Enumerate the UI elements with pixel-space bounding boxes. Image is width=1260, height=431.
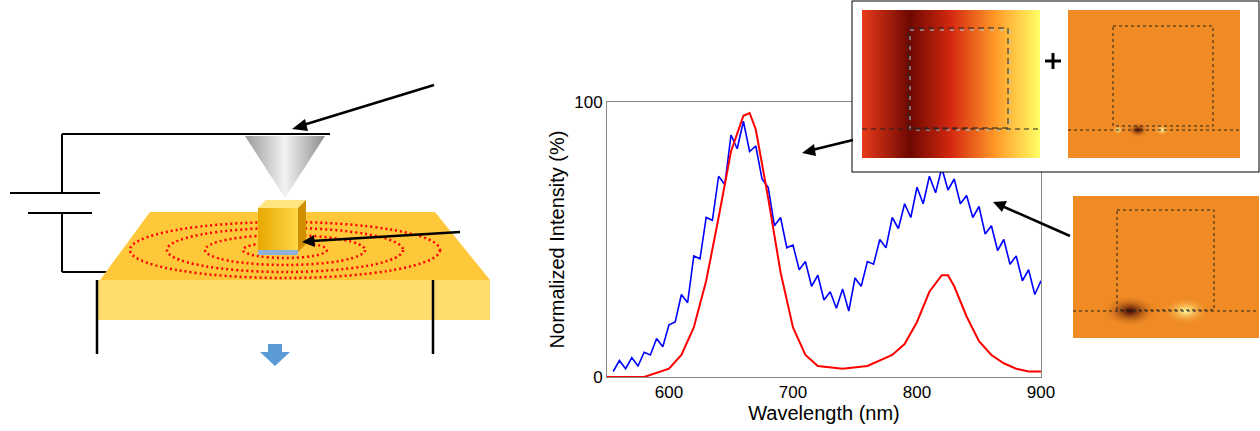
svg-text:Normalized Intensity (%): Normalized Intensity (%) [546, 131, 568, 349]
svg-text:900: 900 [1027, 383, 1055, 402]
svg-text:Wavelength (nm): Wavelength (nm) [748, 402, 900, 424]
svg-text:800: 800 [903, 383, 931, 402]
svg-text:100: 100 [574, 93, 602, 112]
svg-text:600: 600 [655, 383, 683, 402]
svg-text:0: 0 [593, 368, 602, 387]
svg-text:700: 700 [779, 383, 807, 402]
